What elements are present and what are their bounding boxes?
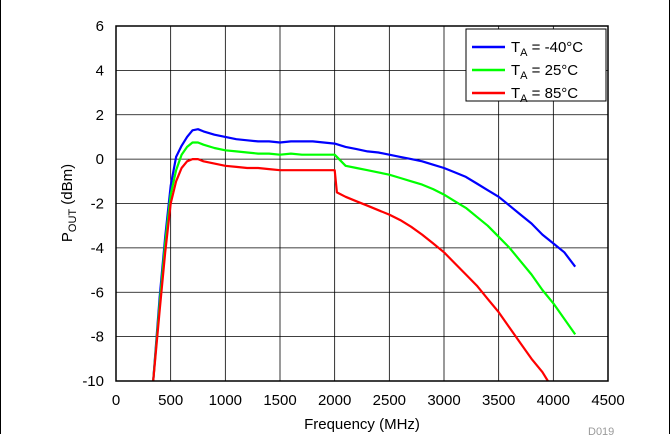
y-tick-label: -2 (91, 196, 104, 213)
series-lines (152, 128, 577, 382)
y-tick-label: 2 (96, 107, 104, 124)
x-axis-label: Frequency (MHz) (304, 416, 420, 433)
legend-label-1: TA = 25°C (511, 62, 578, 82)
x-tick-label: 2500 (373, 392, 406, 409)
y-axis-label-main: P (59, 232, 76, 242)
y-tick-label: 4 (96, 62, 104, 79)
x-tick-label: 4500 (591, 392, 624, 409)
y-tick-labels: -10 -8 -6 -4 -2 0 2 4 6 (82, 18, 104, 390)
y-axis-label-sub: OUT (67, 209, 79, 233)
y-axis-label: POUT (dBm) (59, 164, 79, 242)
y-tick-label: -8 (91, 329, 104, 346)
series-line-1 (152, 141, 577, 382)
y-tick-label: -6 (91, 284, 104, 301)
series-line-2 (152, 158, 549, 382)
x-tick-label: 1000 (209, 392, 242, 409)
legend-label-0: TA = -40°C (511, 39, 583, 59)
x-tick-label: 4000 (537, 392, 570, 409)
x-tick-label: 2000 (318, 392, 351, 409)
y-tick-label: -4 (91, 240, 104, 257)
x-tick-label: 1500 (263, 392, 296, 409)
series-line-0 (152, 128, 577, 382)
y-axis-label-unit: (dBm) (59, 164, 76, 209)
legend-box (465, 28, 607, 102)
x-tick-label: 3500 (482, 392, 515, 409)
x-tick-label: 500 (158, 392, 183, 409)
plot-border (115, 25, 609, 382)
y-tick-label: -10 (82, 373, 104, 390)
x-tick-label: 0 (112, 392, 120, 409)
figure-code: D019 (588, 426, 614, 435)
legend: TA = -40°C TA = 25°C TA = 85°C (465, 28, 607, 105)
y-tick-label: 0 (96, 151, 104, 168)
legend-label-2: TA = 85°C (511, 85, 578, 105)
x-tick-label: 3000 (427, 392, 460, 409)
y-tick-label: 6 (96, 18, 104, 35)
x-tick-labels: 0 500 1000 1500 2000 2500 3000 3500 4000 4500 (112, 392, 625, 409)
